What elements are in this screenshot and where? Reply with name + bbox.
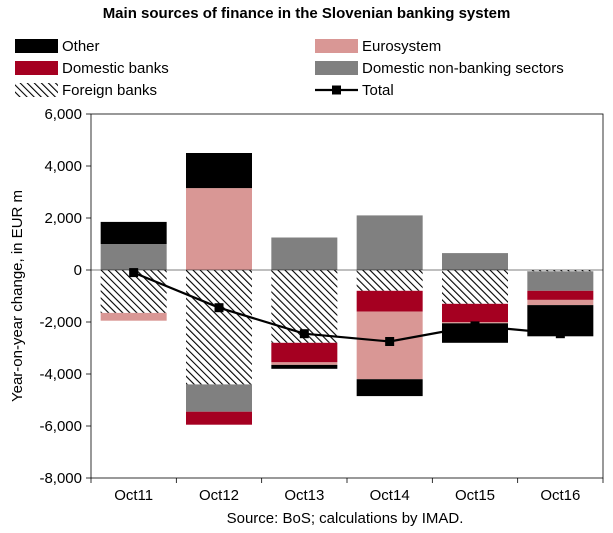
x-tick-label: Oct13 <box>284 487 324 504</box>
plot-area: 6,000 4,000 2,000 0 -2,000 -4,000 -6,000 -8,000… <box>9 106 604 504</box>
bar-domestic-non-banking-sectors-oct12 <box>186 384 252 412</box>
bar-foreign-banks-oct12 <box>186 270 252 385</box>
bar-domestic-banks-oct13 <box>271 342 338 363</box>
y-axis-label: Year-on-year change, in EUR m <box>9 190 26 402</box>
bar-other-oct11 <box>100 221 167 244</box>
x-tick-label: Oct15 <box>455 487 495 504</box>
bar-domestic-banks-oct16 <box>527 290 594 300</box>
bar-foreign-banks-oct16 <box>527 270 594 272</box>
bar-other-oct13 <box>271 364 338 369</box>
bar-eurosystem-oct13 <box>271 362 338 365</box>
legend-marker-total <box>332 85 341 95</box>
y-tick-label: 6,000 <box>44 106 82 123</box>
total-point-oct16 <box>555 329 565 339</box>
x-tick-label: Oct11 <box>114 487 153 504</box>
source-note: Source: BoS; calculations by IMAD. <box>226 510 464 527</box>
total-point-oct13 <box>299 329 309 339</box>
legend-label-foreign-banks: Foreign banks <box>62 82 157 99</box>
y-tick-label: -6,000 <box>39 418 82 435</box>
y-tick-label: -8,000 <box>39 470 82 487</box>
bar-domestic-banks-oct15 <box>442 303 508 322</box>
x-tick-label: Oct12 <box>199 487 239 504</box>
bar-domestic-non-banking-sectors-oct15 <box>442 253 508 270</box>
legend-label-domestic-banks: Domestic banks <box>62 60 169 77</box>
total-point-oct15 <box>470 321 480 331</box>
y-tick-label: -2,000 <box>39 314 82 331</box>
bar-domestic-banks-oct14 <box>356 290 423 312</box>
legend-swatch-foreign-banks <box>15 83 58 97</box>
y-tick-label: 0 <box>74 262 82 279</box>
bar-eurosystem-oct11 <box>100 312 167 321</box>
bar-eurosystem-oct12 <box>186 188 252 270</box>
total-point-oct11 <box>129 268 139 278</box>
bar-other-oct14 <box>356 379 423 397</box>
legend-label-other: Other <box>62 38 100 55</box>
bar-domestic-non-banking-sectors-oct16 <box>527 271 594 291</box>
bar-domestic-banks-oct12 <box>186 411 252 425</box>
bar-foreign-banks-oct15 <box>442 270 508 304</box>
x-tick-label: Oct16 <box>540 487 580 504</box>
legend-label-eurosystem: Eurosystem <box>362 38 441 55</box>
x-tick-label: Oct14 <box>370 487 410 504</box>
bar-foreign-banks-oct11 <box>100 270 167 313</box>
bar-foreign-banks-oct14 <box>356 270 423 291</box>
legend-swatch-other <box>15 39 58 53</box>
legend-label-domestic-non-banking-sectors: Domestic non-banking sectors <box>362 60 564 77</box>
legend-swatch-eurosystem <box>315 39 358 53</box>
bar-domestic-non-banking-sectors-oct11 <box>100 244 167 270</box>
bar-domestic-non-banking-sectors-oct14 <box>356 215 423 270</box>
total-point-oct12 <box>214 303 224 313</box>
legend: Other Eurosystem Domestic banks Domestic no… <box>15 38 564 99</box>
y-tick-label: 4,000 <box>44 158 82 175</box>
bar-eurosystem-oct16 <box>527 299 594 306</box>
bar-other-oct12 <box>186 153 252 189</box>
chart-title: Main sources of finance in the Slovenian… <box>102 5 511 22</box>
bar-domestic-non-banking-sectors-oct13 <box>271 237 338 270</box>
y-tick-label: 2,000 <box>44 210 82 227</box>
y-tick-label: -4,000 <box>39 366 82 383</box>
legend-swatch-domestic-banks <box>15 61 58 75</box>
plot-frame <box>90 113 604 479</box>
total-line <box>133 271 561 343</box>
legend-label-total: Total <box>362 82 394 99</box>
total-point-oct14 <box>385 337 395 346</box>
legend-swatch-domestic-non-banking-sectors <box>315 61 358 75</box>
